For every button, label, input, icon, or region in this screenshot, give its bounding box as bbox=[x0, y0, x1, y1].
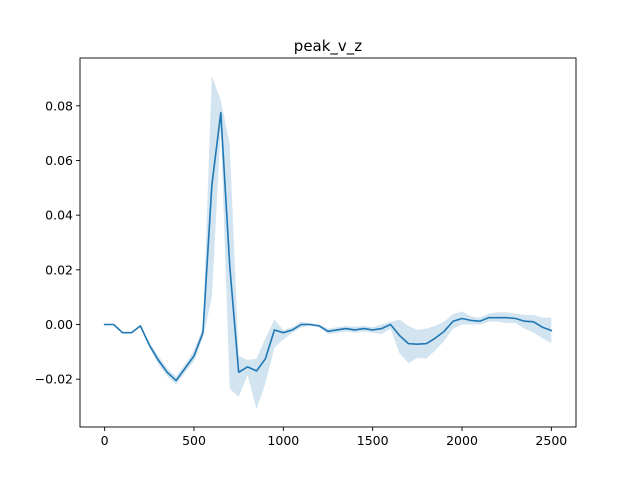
x-tick-label: 500 bbox=[182, 433, 206, 448]
y-tick-label: −0.02 bbox=[35, 372, 73, 387]
y-tick-label: 0.02 bbox=[45, 262, 73, 277]
confidence-band bbox=[104, 75, 552, 410]
chart-title: peak_v_z bbox=[294, 37, 363, 56]
axes: 0 500 1000 1500 2000 2500 −0.02 0.00 0.02 0.04 0.0… bbox=[35, 57, 577, 448]
y-tick-label: 0.04 bbox=[45, 208, 73, 223]
x-tick-label: 0 bbox=[101, 433, 109, 448]
x-tick-label: 1000 bbox=[267, 433, 299, 448]
x-tick-label: 2500 bbox=[535, 433, 567, 448]
y-tick-label: 0.00 bbox=[45, 317, 73, 332]
y-tick-label: 0.08 bbox=[45, 98, 73, 113]
axes-frame bbox=[79, 57, 577, 428]
x-tick-label: 2000 bbox=[446, 433, 478, 448]
plot-area bbox=[103, 75, 553, 410]
mean-line bbox=[103, 111, 553, 382]
y-tick-label: 0.06 bbox=[45, 153, 73, 168]
x-tick-label: 1500 bbox=[357, 433, 389, 448]
